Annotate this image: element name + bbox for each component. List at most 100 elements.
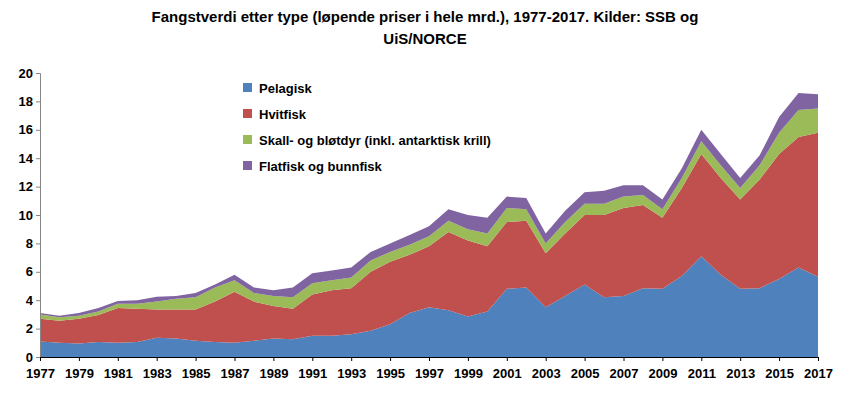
tick: 10 (19, 208, 40, 223)
tick-mark (36, 272, 40, 273)
tick: 1999 (454, 357, 483, 381)
legend-label: Flatfisk og bunnfisk (259, 159, 383, 174)
tick: 1983 (143, 357, 172, 381)
tick: 2 (26, 321, 40, 336)
legend-swatch (243, 135, 252, 144)
tick-mark (36, 101, 40, 102)
title: Fangstverdi etter type (løpende priser i… (152, 8, 699, 47)
tick-mark (312, 357, 313, 361)
tick-label: 2 (26, 321, 33, 336)
tick-label: 8 (26, 236, 33, 251)
tick: 2007 (610, 357, 639, 381)
tick-mark (429, 357, 430, 361)
tick-label: 1987 (221, 366, 250, 381)
tick: 20 (19, 66, 40, 81)
tick: 2001 (493, 357, 522, 381)
tick: 2009 (648, 357, 677, 381)
tick-mark (585, 357, 586, 361)
tick: 18 (19, 94, 40, 109)
tick: 1979 (65, 357, 94, 381)
tick-mark (235, 357, 236, 361)
legend-item: Pelagisk (243, 81, 313, 96)
tick-mark (196, 357, 197, 361)
tick-mark (740, 357, 741, 361)
tick-mark (118, 357, 119, 361)
tick-label: 2009 (648, 366, 677, 381)
tick-label: 10 (19, 208, 33, 223)
tick: 1997 (415, 357, 444, 381)
tick-mark (36, 158, 40, 159)
tick-label: 1989 (259, 366, 288, 381)
legend-swatch (243, 83, 252, 92)
tick: 16 (19, 122, 40, 137)
tick-label: 4 (26, 293, 34, 308)
axis-line (36, 74, 41, 358)
tick-mark (36, 300, 40, 301)
tick-label: 6 (26, 264, 33, 279)
tick-mark (36, 130, 40, 131)
tick-mark (36, 243, 40, 244)
legend: Pelagisk Hvitfisk Skall- og bløtdyr (inkl.… (243, 81, 491, 174)
tick-label: 14 (19, 151, 34, 166)
tick: 1991 (298, 357, 327, 381)
tick-label: 0 (26, 350, 33, 365)
tick-mark (779, 357, 780, 361)
tick-mark (36, 215, 40, 216)
legend-label: Hvitfisk (259, 107, 307, 122)
tick: 1989 (259, 357, 288, 381)
x-axis: 1977 1979 1981 1983 1985 1987 1989 1991 1993 1995… (26, 357, 833, 381)
legend-item: Hvitfisk (243, 107, 307, 122)
legend-item: Flatfisk og bunnfisk (243, 159, 383, 174)
tick-mark (468, 357, 469, 361)
tick-mark (701, 357, 702, 361)
tick: 2013 (726, 357, 755, 381)
tick-mark (79, 357, 80, 361)
tick-mark (36, 357, 40, 358)
tick: 1987 (221, 357, 250, 381)
tick-label: 2017 (804, 366, 833, 381)
tick-label: 20 (19, 66, 33, 81)
tick-label: 1999 (454, 366, 483, 381)
tick-mark (157, 357, 158, 361)
tick-label: 2015 (765, 366, 794, 381)
tick-label: 1995 (376, 366, 405, 381)
legend-label: Pelagisk (259, 81, 313, 96)
axis-line (41, 358, 819, 362)
tick: 1981 (104, 357, 133, 381)
tick: 2011 (688, 357, 716, 381)
area-series (40, 93, 818, 317)
tick: 2005 (571, 357, 600, 381)
tick-mark (546, 357, 547, 361)
tick-mark (818, 357, 819, 361)
tick: 1985 (182, 357, 211, 381)
tick-label: 12 (19, 179, 33, 194)
tick: 2003 (532, 357, 561, 381)
tick-mark (36, 73, 40, 74)
tick: 14 (19, 151, 40, 166)
legend-item: Skall- og bløtdyr (inkl. antarktisk kril… (243, 133, 491, 148)
tick-mark (36, 329, 40, 330)
tick: 2017 (804, 357, 833, 381)
tick-mark (351, 357, 352, 361)
tick-label: 1985 (182, 366, 211, 381)
tick-mark (273, 357, 274, 361)
tick-label: 2003 (532, 366, 561, 381)
legend-swatch (243, 109, 252, 118)
tick: 6 (26, 264, 40, 279)
plot: 0 2 4 6 8 10 12 14 16 18 20 1977 1979 1981 1983 1985 198… (19, 66, 833, 382)
tick: 1993 (337, 357, 366, 381)
tick-label: 1977 (26, 366, 55, 381)
tick-mark (662, 357, 663, 361)
tick-mark (390, 357, 391, 361)
tick-label: 18 (19, 94, 33, 109)
tick: 0 (26, 350, 40, 365)
tick-label: 1991 (298, 366, 327, 381)
tick: 2015 (765, 357, 794, 381)
tick: 8 (26, 236, 40, 251)
areas (40, 93, 818, 357)
tick: 12 (19, 179, 40, 194)
tick: 1977 (26, 357, 55, 381)
tick-mark (36, 187, 40, 188)
tick: 4 (26, 293, 40, 308)
tick-mark (624, 357, 625, 361)
